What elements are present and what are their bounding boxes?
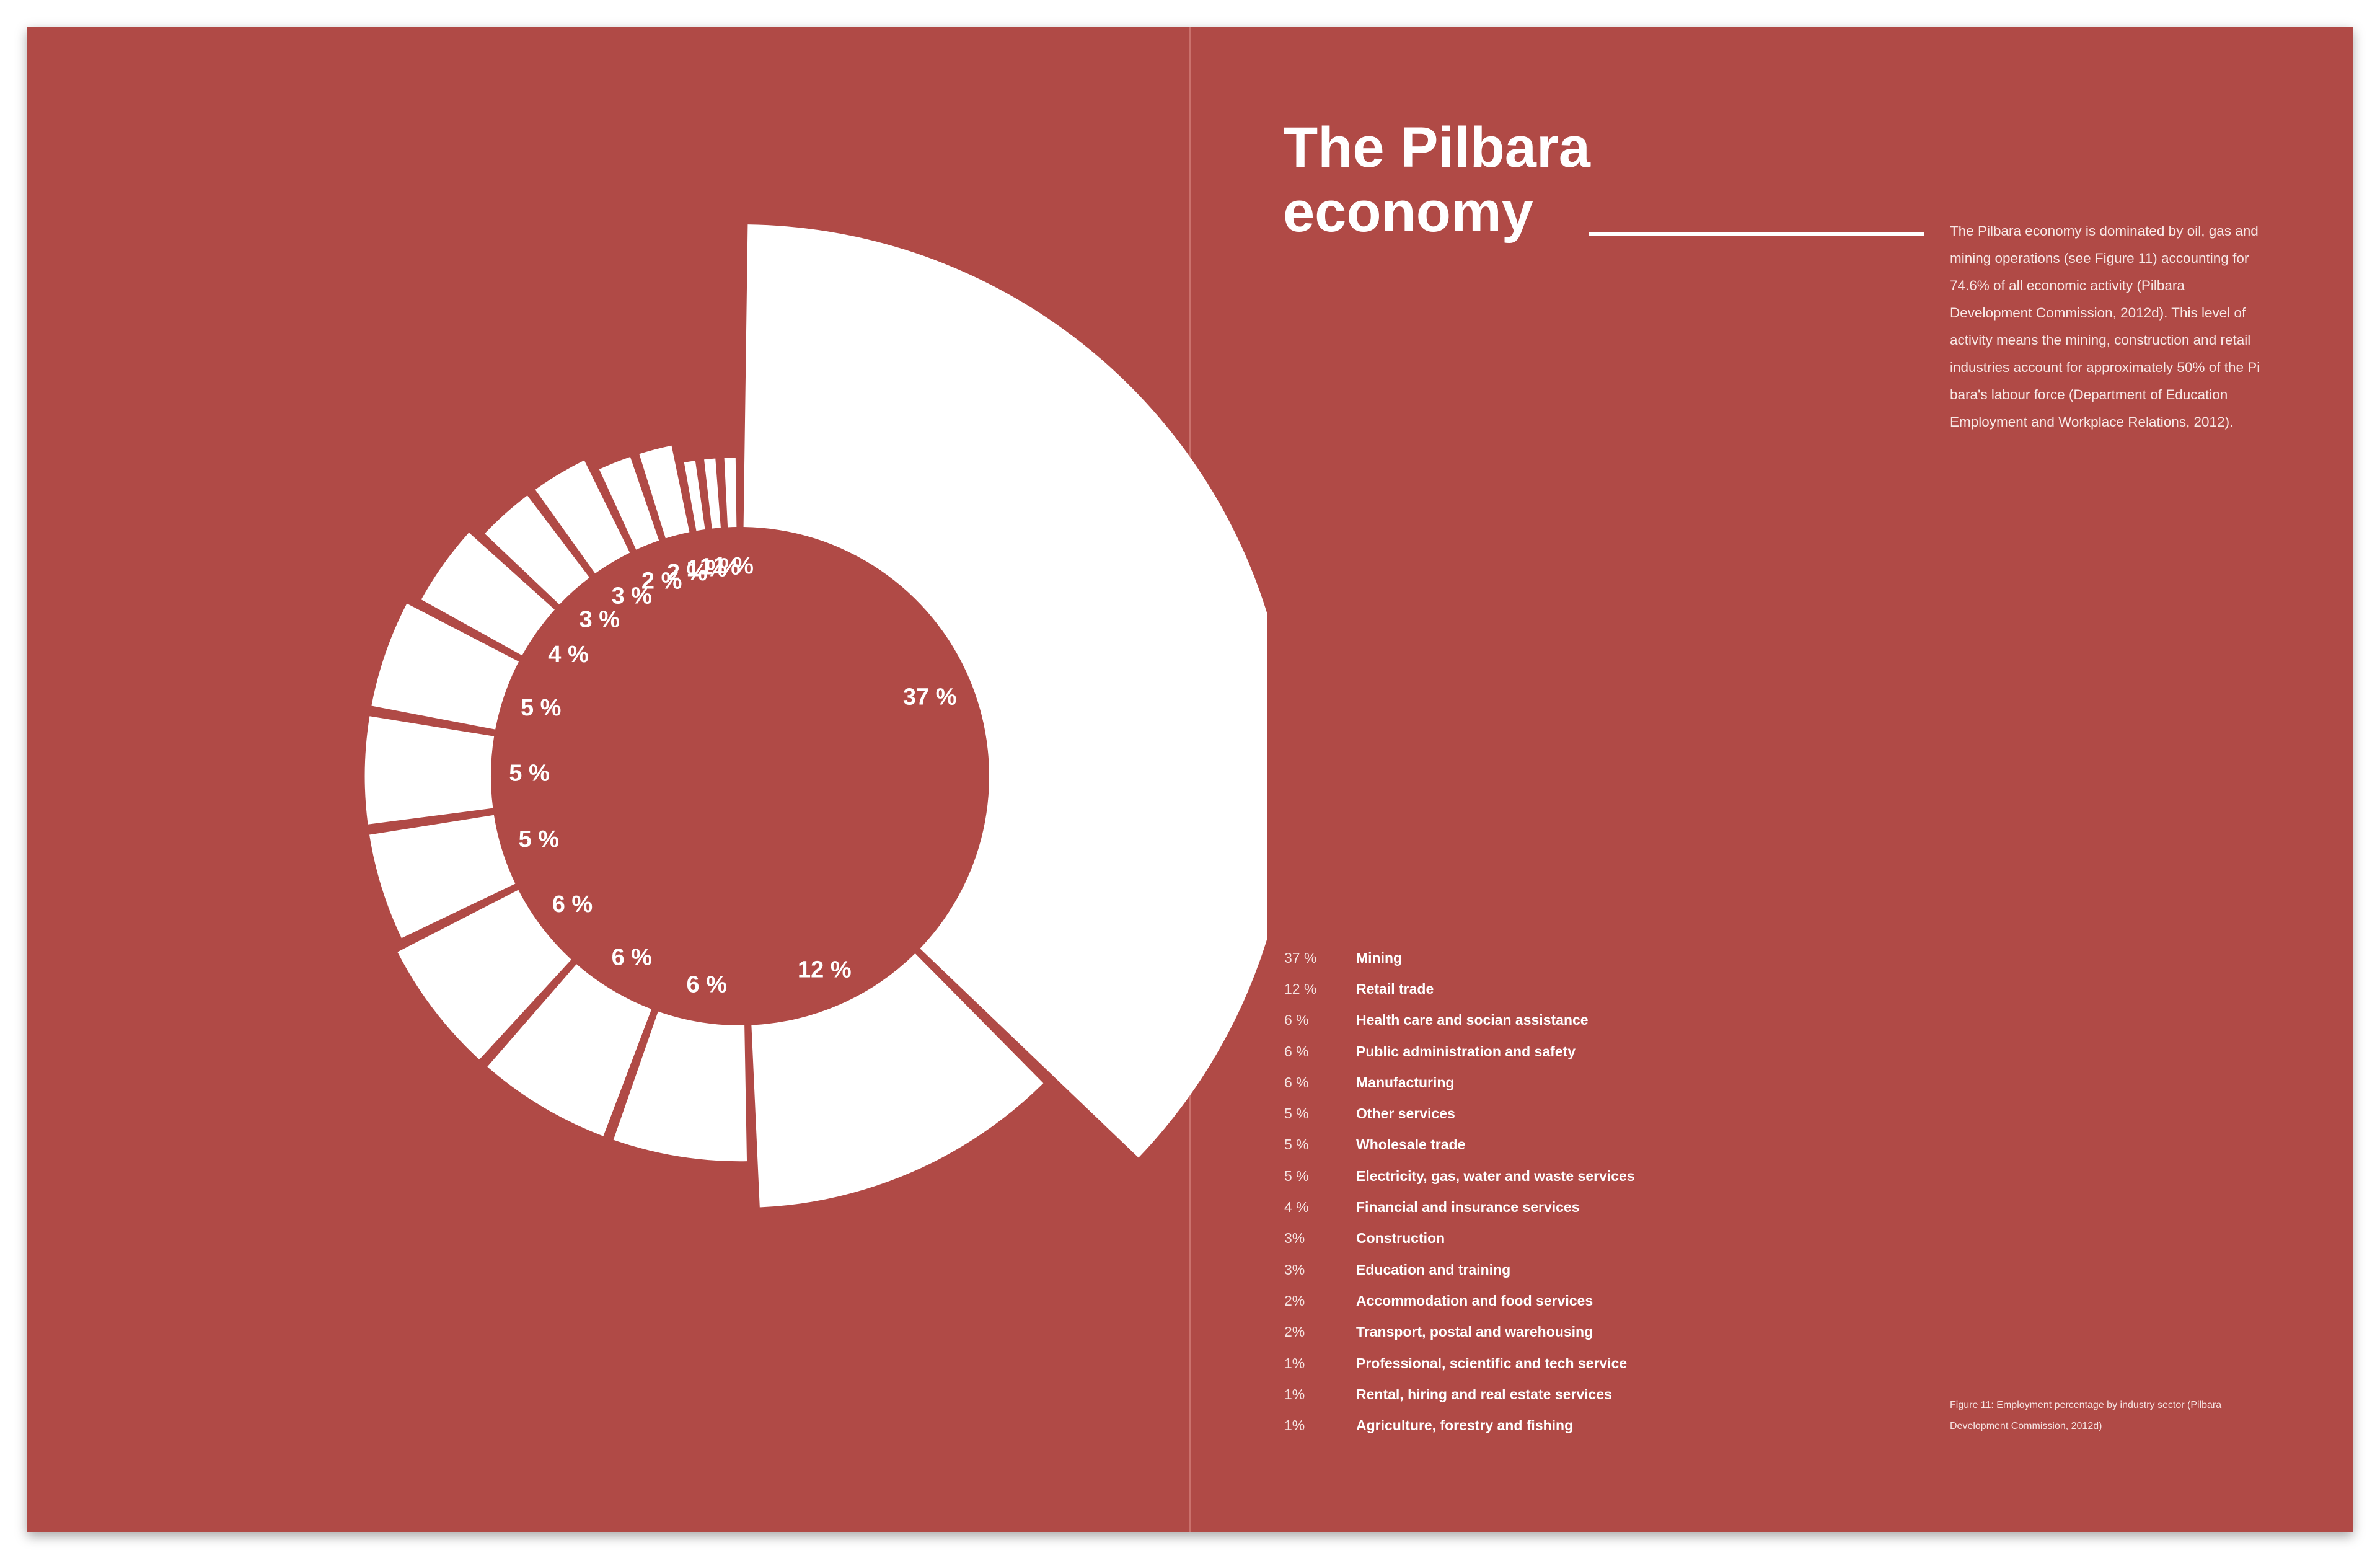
segment-financial-and-insurance-services <box>421 533 555 656</box>
legend-label: Rental, hiring and real estate services <box>1356 1386 1612 1402</box>
segment-wholesale-trade <box>364 716 495 825</box>
segment-label: 2 % <box>641 568 682 594</box>
segment-other-services <box>369 815 516 939</box>
legend-item: 2% Accommodation and food services <box>1284 1285 1718 1316</box>
page-title: The Pilbara economy <box>1283 116 1590 244</box>
segment-agriculture-forestry-and-fishing <box>724 458 737 528</box>
legend-pct: 37 % <box>1284 949 1317 966</box>
legend-item: 4 % Financial and insurance services <box>1284 1192 1718 1223</box>
page-spread: 37 % 12 % 6 % 6 % 6 % 5 % 5 % 5 % 4 % 3 % 3 % 2 % 2 … <box>27 27 2353 1532</box>
legend-pct: 1% <box>1284 1386 1305 1402</box>
legend-label: Manufacturing <box>1356 1074 1455 1090</box>
legend-pct: 12 % <box>1284 980 1317 997</box>
segment-label: 5 % <box>519 826 559 852</box>
legend-label: Mining <box>1356 949 1403 966</box>
legend-pct: 4 % <box>1284 1199 1309 1216</box>
segment-label: 6 % <box>552 891 593 918</box>
figure-caption: Figure 11: Employment percentage by indu… <box>1950 1400 2222 1431</box>
legend-label: Education and training <box>1356 1261 1511 1278</box>
segment-public-administration-and-safety <box>487 964 652 1136</box>
legend-item: 1% Agriculture, forestry and fishing <box>1284 1410 1718 1441</box>
legend-label: Accommodation and food services <box>1356 1292 1593 1309</box>
segment-label: 12 % <box>798 957 852 983</box>
legend-item: 6 % Public administration and safety <box>1284 1036 1718 1067</box>
legend-item: 37 % Mining <box>1284 942 1718 973</box>
legend-pct: 2% <box>1284 1292 1305 1309</box>
legend-item: 6 % Manufacturing <box>1284 1067 1718 1098</box>
legend-pct: 2% <box>1284 1324 1305 1340</box>
legend-pct: 6 % <box>1284 1012 1309 1028</box>
legend-label: Construction <box>1356 1230 1445 1247</box>
legend-label: Wholesale trade <box>1356 1136 1466 1153</box>
legend-pct: 6 % <box>1284 1043 1309 1059</box>
segment-health-care-and-socian-assistance <box>613 1011 747 1162</box>
segment-rental-hiring-and-real-estate-services <box>704 458 721 529</box>
intro-paragraph: The Pilbara economy is dominated by oil,… <box>1950 223 2260 430</box>
legend-pct: 1% <box>1284 1355 1305 1371</box>
legend-item: 1% Rental, hiring and real estate service… <box>1284 1379 1718 1410</box>
legend-label: Public administration and safety <box>1356 1043 1576 1059</box>
legend-pct: 5 % <box>1284 1136 1309 1153</box>
legend-item: 3% Construction <box>1284 1223 1718 1254</box>
legend-label: Other services <box>1356 1105 1455 1122</box>
segment-label: 2 % <box>667 560 707 586</box>
legend-label: Agriculture, forestry and fishing <box>1356 1417 1574 1434</box>
title-rule <box>1589 232 1924 236</box>
segment-label: 6 % <box>687 972 727 998</box>
legend-label: Health care and socian assistance <box>1356 1012 1589 1028</box>
segment-professional-scientific-and-tech-service <box>684 461 705 531</box>
segment-manufacturing <box>397 890 571 1060</box>
segment-label: 3 % <box>612 583 652 609</box>
segment-electricity-gas-water-and-waste-services <box>371 603 519 730</box>
segment-mining <box>743 224 1267 1158</box>
segment-label: 37 % <box>903 684 957 710</box>
segment-label: 6 % <box>612 945 652 971</box>
legend-label: Professional, scientific and tech servic… <box>1356 1355 1628 1371</box>
segment-retail-trade <box>751 953 1044 1208</box>
legend-item: 2% Transport, postal and warehousing <box>1284 1317 1718 1348</box>
legend-pct: 6 % <box>1284 1074 1309 1090</box>
legend-label: Electricity, gas, water and waste servic… <box>1356 1167 1635 1184</box>
legend-label: Retail trade <box>1356 980 1434 997</box>
legend-item: 5 % Other services <box>1284 1098 1718 1129</box>
legend-label: Transport, postal and warehousing <box>1356 1324 1593 1340</box>
legend-pct: 3% <box>1284 1261 1305 1278</box>
segment-label: 5 % <box>521 695 561 721</box>
legend-pct: 1% <box>1284 1417 1305 1434</box>
legend-pct: 3% <box>1284 1230 1305 1247</box>
legend-item: 6 % Health care and socian assistance <box>1284 1005 1718 1036</box>
chart-legend: 37 % Mining 12 % Retail trade 6 % Health ca… <box>1284 942 1718 1441</box>
segment-label: 3 % <box>580 607 620 633</box>
legend-pct: 5 % <box>1284 1167 1309 1184</box>
segment-label: 4 % <box>548 642 588 668</box>
legend-item: 1% Professional, scientific and tech serv… <box>1284 1348 1718 1379</box>
segment-accommodation-and-food-services <box>599 456 659 550</box>
segment-label: 1 % <box>700 554 740 580</box>
legend-label: Financial and insurance services <box>1356 1199 1580 1216</box>
segment-transport-postal-and-warehousing <box>639 445 690 539</box>
legend-pct: 5 % <box>1284 1105 1309 1122</box>
segment-construction <box>485 495 590 605</box>
legend-item: 5 % Electricity, gas, water and waste ser… <box>1284 1161 1718 1192</box>
segment-label: 5 % <box>509 761 549 787</box>
segment-label: 1 % <box>687 555 727 582</box>
employment-chart: 37 %12 %6 %6 %6 %5 %5 %5 %4 %3 %3 %2 %2 … <box>364 224 1267 1208</box>
legend-item: 12 % Retail trade <box>1284 973 1718 1004</box>
segment-education-and-training <box>535 460 630 573</box>
segment-label: 1 % <box>713 553 753 579</box>
legend-item: 3% Education and training <box>1284 1254 1718 1285</box>
legend-item: 5 % Wholesale trade <box>1284 1130 1718 1161</box>
